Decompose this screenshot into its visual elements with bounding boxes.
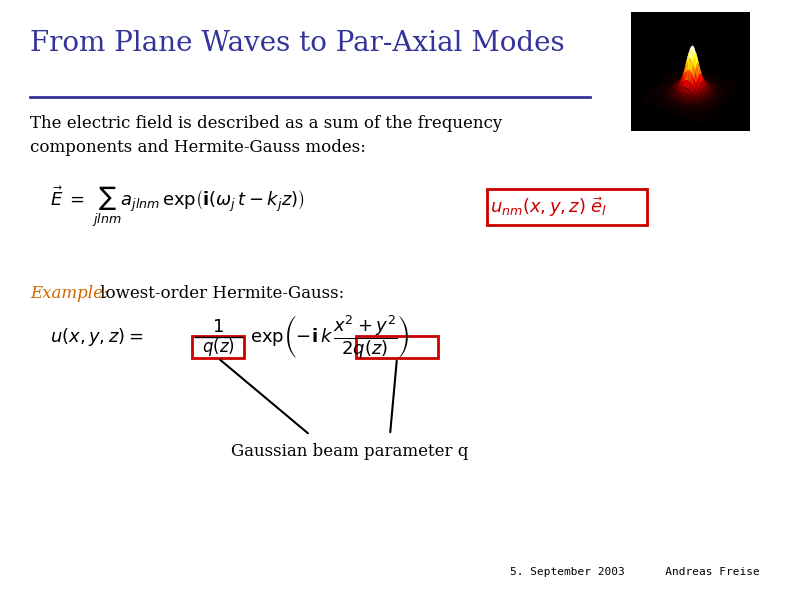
Text: lowest-order Hermite-Gauss:: lowest-order Hermite-Gauss:	[95, 285, 345, 302]
Text: $1$: $1$	[212, 318, 224, 336]
Text: Example:: Example:	[30, 285, 109, 302]
Text: From Plane Waves to Par-Axial Modes: From Plane Waves to Par-Axial Modes	[30, 30, 565, 57]
Text: $u(x,y,z) =$: $u(x,y,z) =$	[50, 326, 143, 348]
Text: $q(z)$: $q(z)$	[202, 336, 234, 358]
Text: 5. September 2003      Andreas Freise: 5. September 2003 Andreas Freise	[511, 567, 760, 577]
Text: $\exp\!\left(-\mathbf{i}\,k\,\dfrac{x^2+y^2}{2q(z)}\right)$: $\exp\!\left(-\mathbf{i}\,k\,\dfrac{x^2+…	[250, 313, 410, 361]
Text: Gaussian beam parameter q: Gaussian beam parameter q	[231, 443, 468, 460]
Text: $\vec{E}\; =\; \sum_{jlnm} a_{jlnm}\,\exp\!\left(\mathbf{i}(\omega_j\,t - k_j z): $\vec{E}\; =\; \sum_{jlnm} a_{jlnm}\,\ex…	[50, 185, 305, 229]
Text: The electric field is described as a sum of the frequency
components and Hermite: The electric field is described as a sum…	[30, 115, 503, 155]
Text: $u_{nm}(x,y,z)\; \vec{e}_l$: $u_{nm}(x,y,z)\; \vec{e}_l$	[490, 195, 607, 219]
